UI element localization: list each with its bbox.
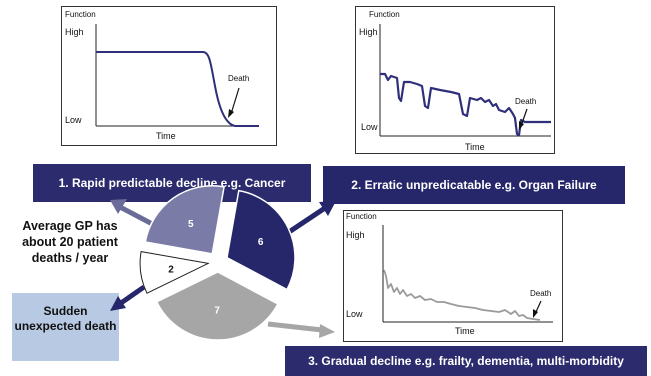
rapid-low-label: Low: [65, 115, 82, 125]
erratic-x-axis-label: Time: [465, 142, 485, 152]
rapid-decline-banner-text: 1. Rapid predictable decline e.g. Cancer: [58, 176, 286, 190]
gradual-decline-graph: Function High Low Time Death: [343, 210, 563, 342]
gradual-y-axis-label: Function: [346, 212, 377, 221]
pie-slice-label-2: 2: [168, 265, 174, 276]
erratic-decline-curve: [380, 72, 551, 137]
sudden-death-text: Sudden unexpected death: [12, 304, 119, 334]
gp-deaths-text: Average GP has about 20 patient deaths /…: [4, 218, 136, 266]
arrow-to-gradual: [267, 321, 323, 333]
erratic-y-axis-label: Function: [369, 10, 400, 19]
gradual-decline-banner: 3. Gradual decline e.g. frailty, dementi…: [285, 346, 647, 376]
gradual-high-label: High: [346, 230, 365, 240]
pie-slice-label-6: 6: [258, 237, 264, 248]
gradual-decline-banner-text: 3. Gradual decline e.g. frailty, dementi…: [308, 354, 624, 368]
gradual-low-label: Low: [346, 309, 363, 319]
arrow-to-gradual-head: [319, 324, 335, 338]
rapid-decline-graph: Function High Low Time Death: [61, 6, 277, 146]
rapid-high-label: High: [65, 27, 84, 37]
arrow-to-erratic-head: [319, 201, 336, 216]
erratic-death-arrowhead: [519, 121, 524, 130]
pie-slice-5: [144, 185, 225, 255]
arrow-to-rapid-head: [110, 199, 127, 214]
pie-slice-6: [226, 189, 296, 291]
arrow-to-sudden: [119, 284, 146, 306]
erratic-decline-banner-text: 2. Erratic unpredicatable e.g. Organ Fai…: [351, 178, 597, 192]
pie-slice-7: [155, 271, 279, 341]
pie-slice-2: [139, 251, 210, 294]
erratic-high-label: High: [359, 27, 378, 37]
erratic-death-label: Death: [515, 97, 536, 106]
rapid-y-axis-label: Function: [65, 10, 96, 19]
rapid-death-label: Death: [228, 74, 249, 83]
rapid-decline-curve: [96, 51, 259, 127]
erratic-decline-banner: 2. Erratic unpredicatable e.g. Organ Fai…: [323, 166, 625, 204]
rapid-death-arrow: [230, 87, 240, 115]
gradual-x-axis-label: Time: [455, 326, 475, 336]
gradual-death-arrowhead: [533, 309, 538, 318]
rapid-x-axis-label: Time: [156, 131, 176, 141]
rapid-death-arrowhead: [228, 109, 234, 118]
erratic-low-label: Low: [361, 122, 378, 132]
gradual-death-label: Death: [530, 289, 551, 298]
pie-slice-label-5: 5: [188, 219, 194, 230]
rapid-decline-banner: 1. Rapid predictable decline e.g. Cancer: [33, 164, 311, 202]
erratic-decline-graph: Function High Low Time Death: [355, 6, 555, 154]
pie-slice-label-7: 7: [214, 305, 220, 316]
sudden-death-box: [12, 293, 119, 361]
gradual-decline-curve: [383, 269, 541, 321]
arrow-to-sudden-head: [110, 296, 126, 311]
gp-deaths-text-label: Average GP has about 20 patient deaths /…: [22, 219, 118, 265]
sudden-death-text-label: Sudden unexpected death: [14, 304, 117, 333]
